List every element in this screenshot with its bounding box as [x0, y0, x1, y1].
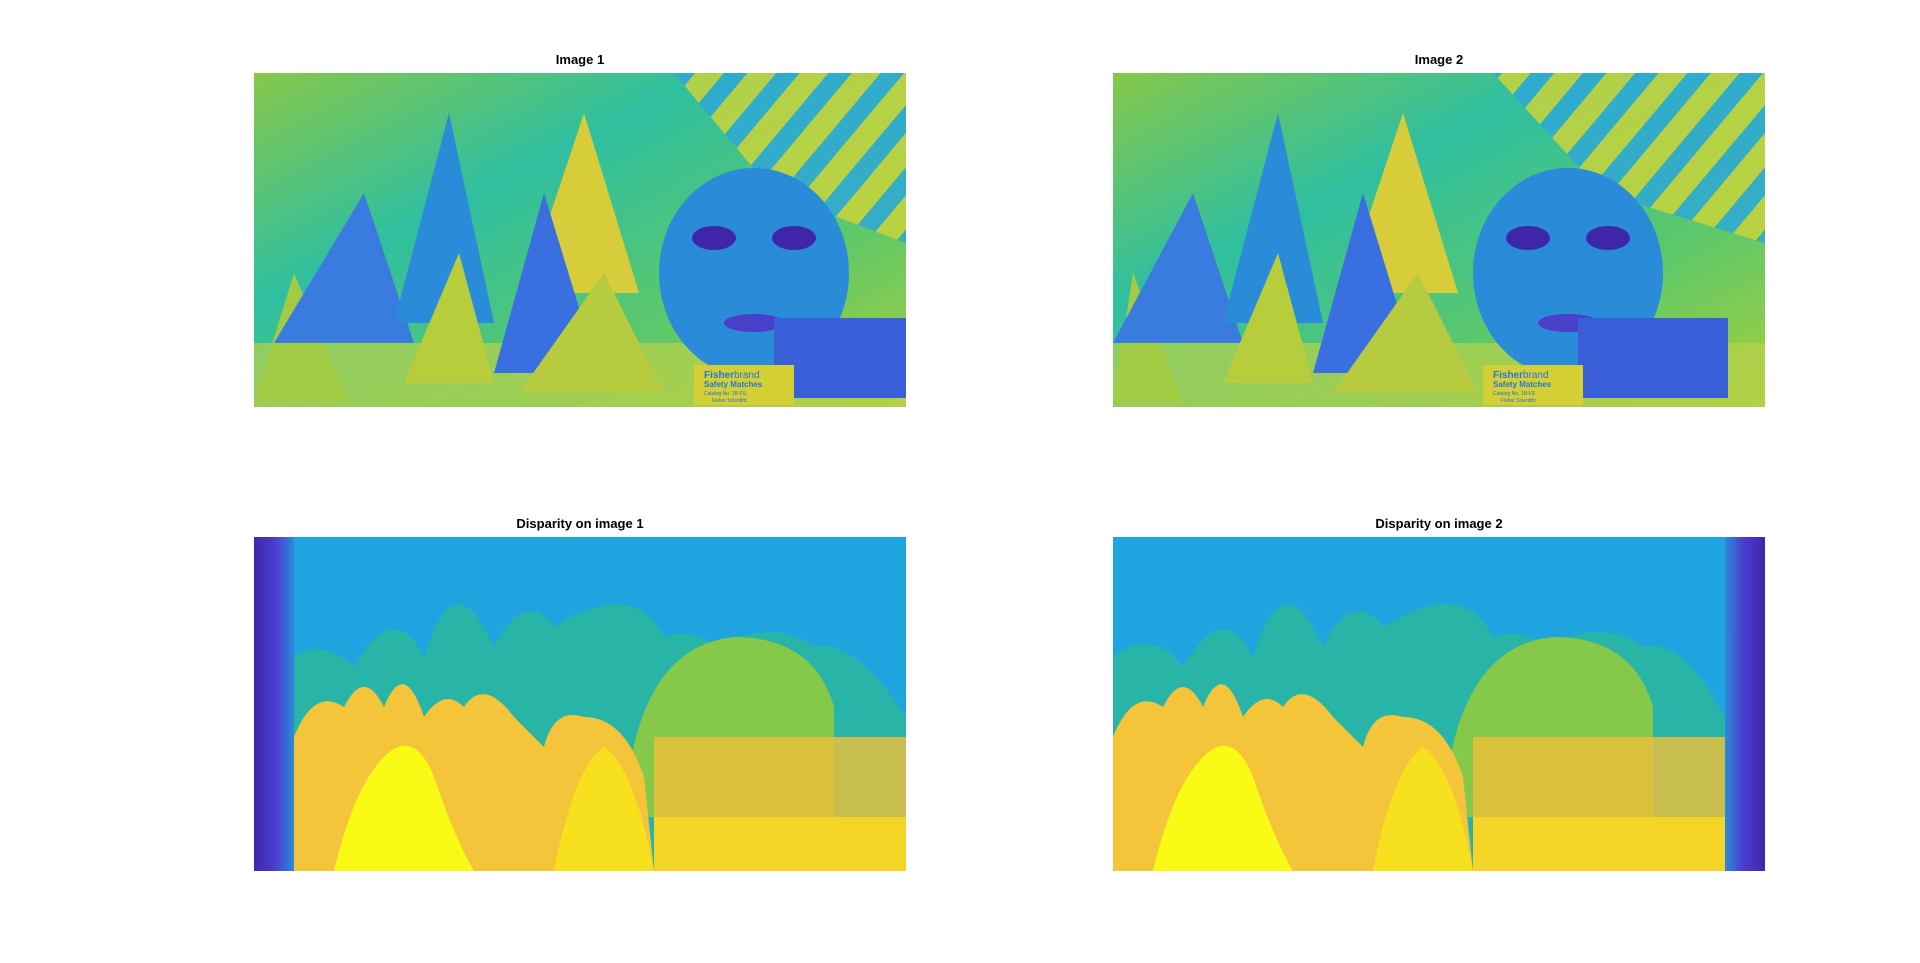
bowl — [774, 318, 906, 398]
matchbox-product: Safety Matches — [1493, 380, 1552, 389]
cone-2 — [274, 193, 414, 343]
panel-title-disparity-2: Disparity on image 2 — [1375, 516, 1503, 531]
matchbox-maker: Fisher Scientific — [712, 398, 748, 404]
near-floor — [654, 817, 906, 871]
matchbox — [694, 365, 794, 405]
panel-title-disparity-1: Disparity on image 1 — [516, 516, 644, 531]
mask-eye-right — [772, 226, 816, 250]
bowl-disparity — [1473, 737, 1725, 817]
cone-3 — [1223, 113, 1323, 323]
matchbox-catalog: Catalog No. 1B-FS — [704, 391, 747, 397]
near-cone-2 — [554, 747, 654, 871]
bowl-disparity — [654, 737, 906, 817]
matchbox — [1483, 365, 1583, 405]
cone-4 — [404, 253, 494, 383]
mask-mouth — [724, 314, 784, 332]
cone-7 — [519, 273, 664, 393]
mask-eye-left — [692, 226, 736, 250]
near-cone-1 — [1153, 745, 1293, 871]
occlusion-band-right — [1725, 537, 1765, 871]
near-floor — [1473, 817, 1725, 871]
image-2-panel: Fisherbrand Safety Matches Catalog No. 1… — [1113, 73, 1765, 407]
cone-2 — [1113, 193, 1243, 343]
mask-eye-left — [1506, 226, 1550, 250]
disparity-2-panel — [1113, 537, 1765, 871]
bowl — [1578, 318, 1728, 398]
matchbox-brand: Fisherbrand — [1493, 370, 1549, 381]
disparity-1-panel — [254, 537, 906, 871]
near-cone-2 — [1373, 747, 1473, 871]
matchbox-catalog: Catalog No. 1B-FS — [1493, 391, 1536, 397]
matchbox-product: Safety Matches — [704, 380, 763, 389]
lattice-region — [674, 73, 906, 243]
cone-7 — [1333, 273, 1478, 393]
lattice-region — [1493, 73, 1765, 243]
matchbox-maker: Fisher Scientific — [1501, 398, 1537, 404]
cone-3 — [394, 113, 494, 323]
occlusion-band-left — [254, 537, 294, 871]
near-cone-1 — [334, 745, 474, 871]
panel-title-image-2: Image 2 — [1414, 52, 1464, 67]
cone-4 — [1223, 253, 1313, 383]
matchbox-brand: Fisherbrand — [704, 370, 760, 381]
image-1-panel: Fisherbrand Safety Matches Catalog No. 1… — [254, 73, 906, 407]
mask-eye-right — [1586, 226, 1630, 250]
panel-title-image-1: Image 1 — [555, 52, 605, 67]
